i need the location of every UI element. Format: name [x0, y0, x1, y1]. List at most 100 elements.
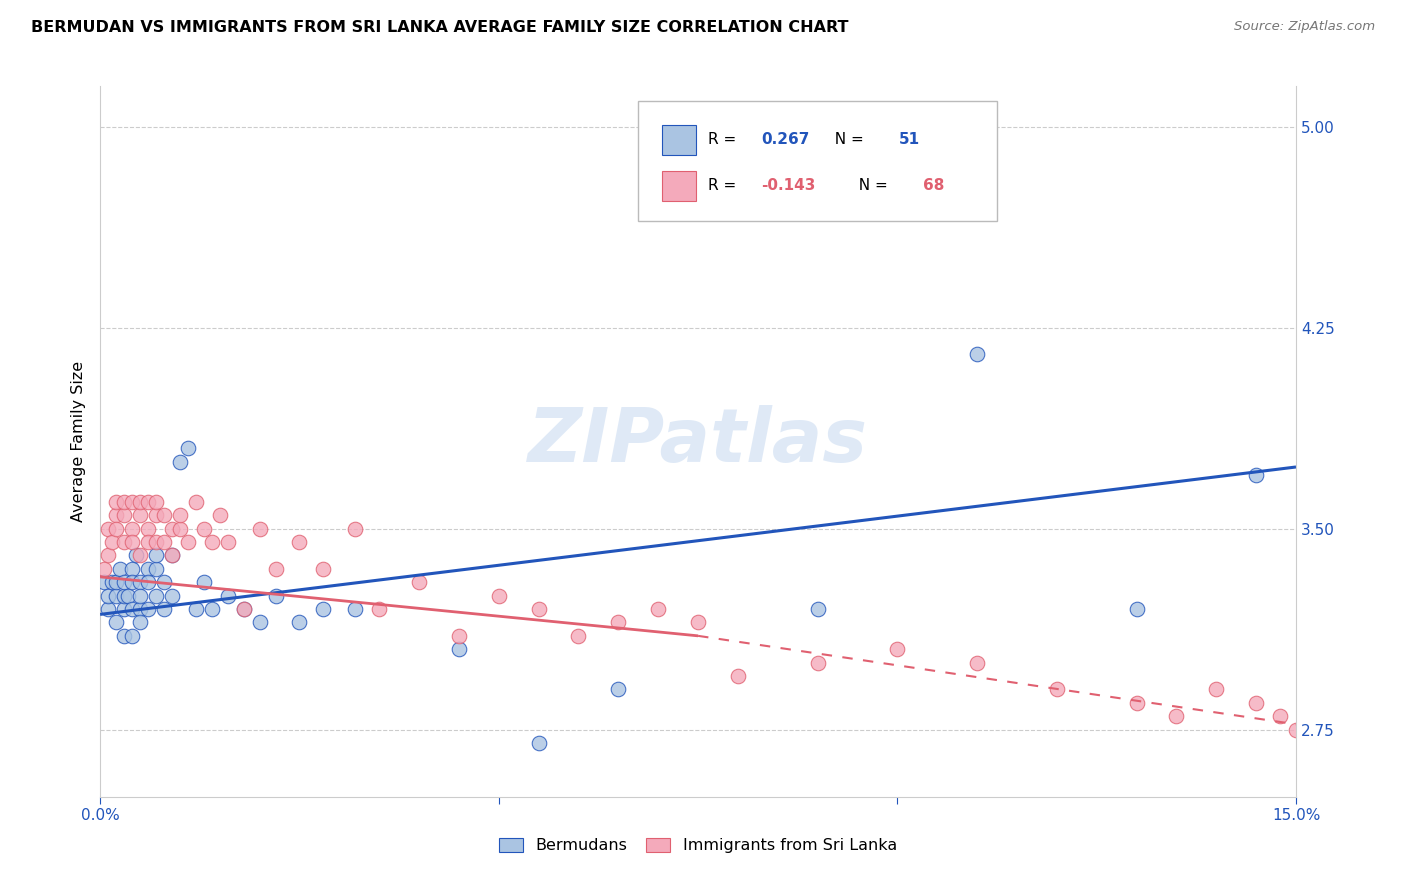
Point — [112, 589, 135, 603]
Point — [136, 602, 159, 616]
Point — [312, 562, 335, 576]
Point — [101, 575, 124, 590]
Point — [97, 602, 120, 616]
Point — [145, 495, 167, 509]
Point — [1268, 709, 1291, 723]
Point — [105, 575, 128, 590]
Point — [121, 562, 143, 576]
Bar — [662, 125, 696, 154]
Point — [217, 589, 239, 603]
Point — [145, 562, 167, 576]
Point — [153, 508, 176, 523]
Point — [136, 535, 159, 549]
Point — [184, 602, 207, 616]
Text: R =: R = — [707, 132, 741, 147]
Point — [129, 602, 152, 616]
Point — [121, 495, 143, 509]
Point — [112, 508, 135, 523]
Point — [447, 642, 470, 657]
Point — [201, 535, 224, 549]
Point — [607, 615, 630, 630]
Point — [121, 575, 143, 590]
Point — [105, 522, 128, 536]
Point — [408, 575, 430, 590]
Point — [249, 522, 271, 536]
Point — [93, 562, 115, 576]
Point — [1348, 709, 1371, 723]
Point — [886, 642, 908, 657]
Point — [129, 508, 152, 523]
Bar — [662, 171, 696, 201]
Point — [447, 629, 470, 643]
Point — [97, 549, 120, 563]
Text: -0.143: -0.143 — [762, 178, 815, 194]
Text: Source: ZipAtlas.com: Source: ZipAtlas.com — [1234, 20, 1375, 33]
Point — [112, 495, 135, 509]
Point — [145, 589, 167, 603]
Point — [232, 602, 254, 616]
Point — [93, 575, 115, 590]
Point — [169, 508, 191, 523]
Point — [807, 602, 830, 616]
Point — [108, 562, 131, 576]
Point — [105, 589, 128, 603]
Point — [117, 589, 139, 603]
Point — [966, 347, 988, 361]
Text: R =: R = — [707, 178, 741, 194]
Point — [136, 575, 159, 590]
Point — [201, 602, 224, 616]
Point — [112, 575, 135, 590]
Point — [1125, 696, 1147, 710]
Point — [193, 575, 215, 590]
Point — [105, 495, 128, 509]
Point — [607, 682, 630, 697]
Point — [1396, 723, 1406, 737]
Text: BERMUDAN VS IMMIGRANTS FROM SRI LANKA AVERAGE FAMILY SIZE CORRELATION CHART: BERMUDAN VS IMMIGRANTS FROM SRI LANKA AV… — [31, 20, 848, 35]
Point — [567, 629, 589, 643]
Point — [344, 602, 367, 616]
Point — [264, 562, 287, 576]
Point — [249, 615, 271, 630]
Point — [136, 495, 159, 509]
Text: 51: 51 — [898, 132, 920, 147]
Point — [121, 535, 143, 549]
Point — [1285, 723, 1308, 737]
Point — [264, 589, 287, 603]
Text: 0.267: 0.267 — [762, 132, 810, 147]
Point — [97, 589, 120, 603]
Point — [169, 522, 191, 536]
Point — [145, 549, 167, 563]
Text: 68: 68 — [922, 178, 945, 194]
Point — [129, 575, 152, 590]
Point — [288, 615, 311, 630]
Text: ZIPatlas: ZIPatlas — [529, 405, 868, 478]
Point — [129, 615, 152, 630]
Point — [136, 522, 159, 536]
Point — [966, 656, 988, 670]
Point — [121, 629, 143, 643]
Point — [1324, 696, 1347, 710]
Point — [488, 589, 510, 603]
Point — [1205, 682, 1227, 697]
Point — [1125, 602, 1147, 616]
Point — [160, 589, 183, 603]
Point — [1166, 709, 1188, 723]
Point — [153, 535, 176, 549]
Point — [184, 495, 207, 509]
Point — [647, 602, 669, 616]
Text: N =: N = — [849, 178, 893, 194]
Point — [153, 575, 176, 590]
Point — [169, 455, 191, 469]
Point — [125, 549, 148, 563]
Point — [97, 522, 120, 536]
Point — [1244, 468, 1267, 483]
Text: N =: N = — [825, 132, 869, 147]
Point — [105, 508, 128, 523]
Point — [129, 495, 152, 509]
Point — [112, 629, 135, 643]
Point — [807, 656, 830, 670]
Point — [177, 535, 200, 549]
Point — [160, 522, 183, 536]
Point — [112, 535, 135, 549]
Point — [344, 522, 367, 536]
